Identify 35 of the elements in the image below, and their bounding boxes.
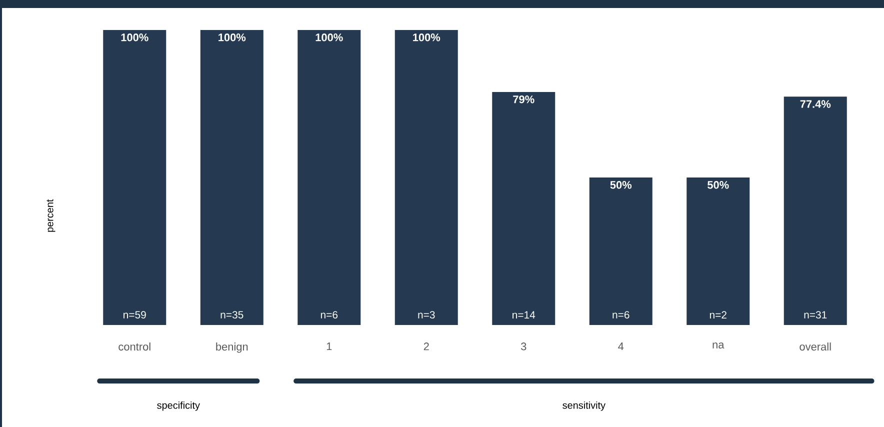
y-axis-title: percent xyxy=(46,199,56,232)
x-tick-label: 1 xyxy=(326,342,332,350)
annotation: n=3 xyxy=(418,311,435,318)
annotation: n=6 xyxy=(320,311,338,318)
annotation: n=35 xyxy=(220,311,244,318)
x-tick-label: 2 xyxy=(424,342,429,350)
annotation: n=59 xyxy=(124,311,146,318)
bar xyxy=(298,30,361,325)
data-label: 100% xyxy=(413,34,440,42)
x-tick-label: overall xyxy=(800,342,831,351)
annotation: n=6 xyxy=(612,311,630,318)
text: sensitivity xyxy=(562,401,606,411)
x-tick-label: na xyxy=(712,342,724,349)
x-tick-label: 4 xyxy=(618,342,624,350)
annotation: n=31 xyxy=(804,311,827,318)
data-label: 100% xyxy=(121,34,148,42)
bar xyxy=(686,178,750,325)
bar xyxy=(103,30,166,325)
data-label: 77.4% xyxy=(800,100,831,108)
bar xyxy=(589,178,652,325)
text: specificity xyxy=(157,401,200,411)
data-label: 50% xyxy=(610,181,632,189)
bar xyxy=(394,30,458,325)
bar xyxy=(784,96,847,325)
annotation: n=14 xyxy=(512,311,536,318)
data-label: 79% xyxy=(513,95,534,104)
data-label: 50% xyxy=(708,181,729,189)
bar xyxy=(200,30,264,325)
data-label: 100% xyxy=(316,34,343,42)
data-label: 100% xyxy=(218,34,246,42)
annotation: n=2 xyxy=(710,311,726,318)
x-tick-label: benign xyxy=(216,342,248,353)
x-tick-label: control xyxy=(118,342,150,351)
bar xyxy=(492,92,556,325)
x-tick-label: 3 xyxy=(521,342,526,350)
